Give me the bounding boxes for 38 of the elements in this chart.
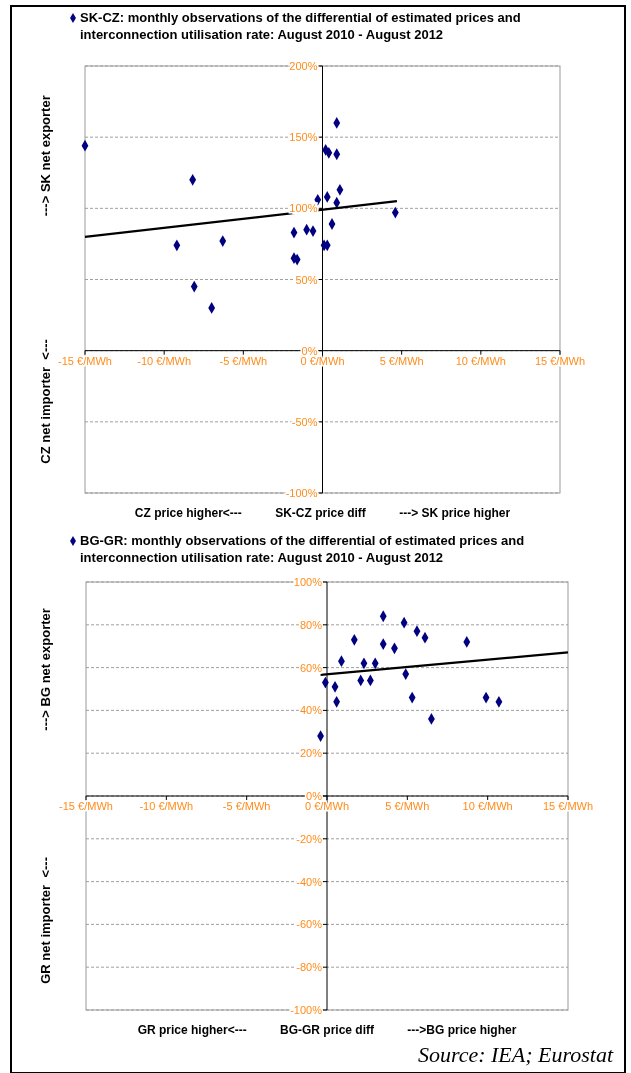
y-tick-label: -20% [296,832,323,845]
x-tick-label: 10 €/MWh [462,800,513,812]
legend-label: BG-GR: monthly observations of the differential of estimated prices and interconnection utilisation rate: August 2010 - August 2012 [80,533,525,565]
y-tick-label: 100% [293,576,323,588]
x-tick-label: -15 €/MWh [59,800,113,812]
x-tick-label: -10 €/MWh [139,800,194,812]
x-tick-label: -10 €/MWh [137,354,192,367]
y-axis-title: GR net importer <--- ---> BG net exporter [38,608,53,984]
y-tick-label: 200% [289,60,318,72]
y-axis-title: CZ net importer <--- ---> SK net exporter [38,95,53,464]
y-tick-label: -60% [296,918,323,931]
x-tick-label: 5 €/MWh [379,354,424,367]
y-tick-label: -50% [291,415,318,428]
y-tick-label: 20% [299,747,323,760]
y-tick-label: -100% [285,487,318,499]
x-tick-label: -5 €/MWh [219,354,268,367]
y-tick-label: 50% [295,273,318,286]
x-tick-label: 10 €/MWh [455,354,506,367]
y-tick-label: -100% [290,1004,323,1016]
source-note: Source: IEA; Eurostat [417,1042,614,1067]
x-axis-title: GR price higher<--- BG-GR price diff --->BG price higher [137,1023,517,1037]
y-tick-label: 100% [289,202,318,215]
x-tick-label: -5 €/MWh [222,800,271,812]
x-tick-label: 15 €/MWh [542,800,594,812]
y-tick-label: 0% [306,790,323,802]
y-tick-label: 80% [299,618,323,631]
y-tick-label: 60% [299,661,323,674]
x-tick-label: -15 €/MWh [58,354,112,367]
x-tick-label: 0 €/MWh [304,800,350,812]
y-tick-label: 150% [289,131,318,144]
x-tick-label: 15 €/MWh [534,354,586,367]
y-tick-label: -40% [296,875,323,888]
x-axis-title: CZ price higher<--- SK-CZ price diff ---> SK price higher [134,506,511,520]
y-tick-label: 0% [301,344,318,357]
y-tick-label: -80% [296,961,323,974]
x-tick-label: 5 €/MWh [385,800,430,812]
legend-label: SK-CZ: monthly observations of the differential of estimated prices and interconnection utilisation rate: August 2010 - August 2012 [80,10,521,42]
y-tick-label: 40% [299,704,323,717]
